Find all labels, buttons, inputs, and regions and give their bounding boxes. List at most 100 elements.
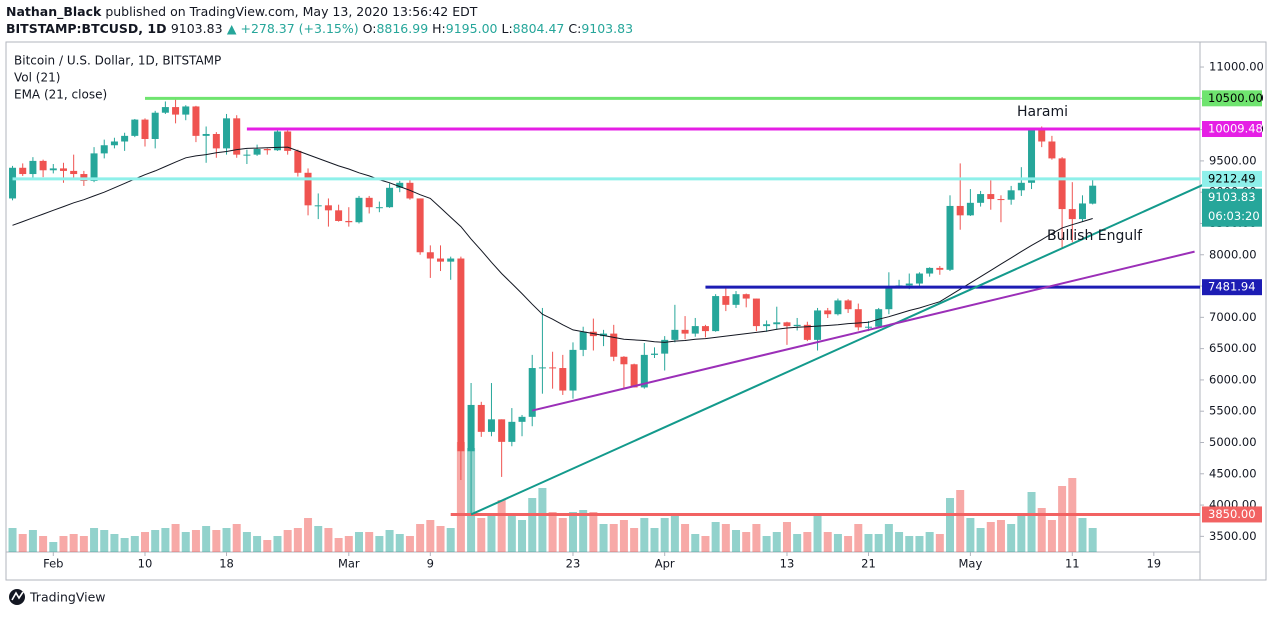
y-tick-label: 3500.00 (1209, 529, 1257, 543)
volume-bar (59, 536, 68, 552)
volume-bar (426, 520, 435, 552)
indicator-label: Vol (21) (14, 71, 60, 85)
volume-bar (528, 498, 537, 552)
author: Nathan_Black (6, 4, 102, 20)
volume-bar (670, 514, 679, 552)
volume-bar (181, 532, 190, 552)
ohlc-key: H: (432, 21, 446, 36)
level-label: 3850.00 (1208, 507, 1256, 521)
ema-line (12, 146, 1093, 343)
volume-bar (1058, 486, 1067, 552)
candle-body (59, 168, 67, 171)
volume-bar (609, 524, 618, 552)
volume-bar (405, 536, 414, 552)
y-tick-label: 7000.00 (1209, 310, 1257, 324)
x-tick-label: Mar (338, 557, 360, 571)
candle-body (151, 112, 159, 139)
candle-body (915, 273, 923, 284)
volume-bar (599, 524, 608, 552)
candle-body (365, 197, 373, 208)
volume-bar (813, 516, 822, 552)
candle-body (538, 367, 546, 369)
volume-bar (477, 518, 486, 552)
volume-bar (803, 532, 812, 552)
candle-body (1007, 190, 1015, 200)
countdown: 06:03:20 (1208, 209, 1260, 223)
volume-bar (273, 536, 282, 552)
volume-bar (69, 534, 78, 552)
y-tick-label: 11000.00 (1209, 60, 1264, 74)
candle-body (569, 349, 577, 391)
candle-body (9, 167, 17, 199)
candle-body (437, 258, 445, 262)
candle-body (987, 194, 995, 200)
candle-body (100, 145, 108, 154)
volume-bar (793, 534, 802, 552)
candle-body (946, 205, 954, 270)
ohlc-key: O: (363, 21, 377, 36)
candle-body (834, 300, 842, 315)
price: 9103.83 (171, 21, 223, 36)
volume-bar (752, 524, 761, 552)
volume-bar (864, 534, 873, 552)
candle-body (172, 107, 180, 115)
footer-brand: TradingView (29, 590, 106, 605)
candle-body (70, 170, 78, 175)
candle-body (182, 106, 190, 115)
volume-bar (212, 530, 221, 552)
candle-body (324, 205, 332, 211)
candle-body (1078, 203, 1086, 220)
volume-bar (191, 530, 200, 552)
ohlc-value: 8804.47 (513, 21, 565, 36)
candle-body (773, 322, 781, 325)
symbol: BITSTAMP:BTCUSD, 1D (6, 21, 166, 36)
volume-bar (354, 532, 363, 552)
ohlc-value: 9103.83 (581, 21, 633, 36)
volume-bar (772, 532, 781, 552)
volume-bar (630, 528, 639, 552)
volume-bar (416, 524, 425, 552)
candle-body (263, 149, 271, 151)
y-tick-label: 9500.00 (1209, 153, 1257, 167)
candle-body (284, 131, 292, 151)
candle-body (864, 326, 872, 328)
volume-bar (691, 534, 700, 552)
volume-bar (996, 520, 1005, 552)
candle-body (783, 322, 791, 327)
candle-body (814, 310, 822, 340)
candle-body (508, 421, 516, 442)
volume-bar (976, 528, 985, 552)
candle-body (487, 419, 495, 432)
volume-bar (8, 528, 17, 552)
volume-bar (314, 526, 323, 552)
candle-body (19, 167, 27, 175)
level-label: 9212.49 (1208, 171, 1256, 185)
volume-bar (721, 524, 730, 552)
volume-bar (456, 442, 465, 552)
plot (8, 96, 1206, 552)
candle-body (467, 404, 475, 452)
candle-body (966, 202, 974, 216)
volume-bar (1007, 524, 1016, 552)
candle-body (141, 119, 149, 139)
volume-bar (884, 524, 893, 552)
x-tick-label: 13 (780, 557, 795, 571)
candle-body (243, 154, 251, 156)
candle-body (793, 324, 801, 327)
candle-body (386, 187, 394, 208)
candle-body (610, 333, 618, 357)
volume-bar (324, 528, 333, 552)
candle-body (1058, 158, 1066, 210)
level-tag (1202, 90, 1262, 107)
x-tick-label: 11 (1065, 557, 1080, 571)
volume-bar (650, 528, 659, 552)
symbol-line: BITSTAMP:BTCUSD, 1D 9103.83 ▲ +278.37 (+… (6, 21, 633, 36)
candle-body (763, 324, 771, 327)
volume-bar (90, 528, 99, 552)
volume-bar (660, 518, 669, 552)
published: published on TradingView.com, May 13, 20… (105, 4, 477, 19)
volume-bar (120, 538, 129, 552)
candle-body (345, 220, 353, 223)
candle-body (477, 404, 485, 432)
